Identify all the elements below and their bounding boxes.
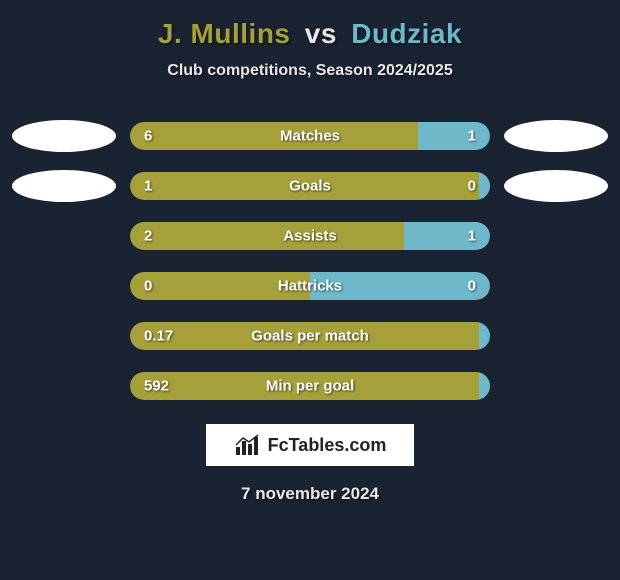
stat-rows: 6 1 Matches 1 0 Goals 2 1 Assists 0 0 Hattricks 0.17… <box>0 120 620 402</box>
player2-name: Dudziak <box>351 18 462 49</box>
stat-bar: 2 1 Assists <box>130 222 490 250</box>
bar-right-fill <box>404 222 490 250</box>
team-badge-left <box>12 120 116 152</box>
stat-value-left: 1 <box>144 178 152 195</box>
stat-row: 6 1 Matches <box>0 120 620 152</box>
bar-left-fill <box>130 222 404 250</box>
comparison-infographic: J. Mullins vs Dudziak Club competitions,… <box>0 0 620 504</box>
stat-value-right: 0 <box>468 278 476 295</box>
bar-right-fill <box>479 322 490 350</box>
stat-label: Matches <box>280 128 340 145</box>
stat-bar: 6 1 Matches <box>130 122 490 150</box>
stat-bar: 0 0 Hattricks <box>130 272 490 300</box>
player1-name: J. Mullins <box>158 18 291 49</box>
brand-badge: FcTables.com <box>206 424 414 466</box>
stat-row: 0 0 Hattricks <box>0 270 620 302</box>
team-badge-left <box>12 170 116 202</box>
stat-label: Goals <box>289 178 331 195</box>
brand-text: FcTables.com <box>268 435 387 456</box>
bar-left-fill <box>130 122 418 150</box>
brand-icon <box>234 433 262 457</box>
stat-row: 592 Min per goal <box>0 370 620 402</box>
stat-value-left: 6 <box>144 128 152 145</box>
stat-value-left: 0 <box>144 278 152 295</box>
team-badge-right <box>504 120 608 152</box>
stat-row: 0.17 Goals per match <box>0 320 620 352</box>
stat-value-right: 1 <box>468 228 476 245</box>
stat-bar: 1 0 Goals <box>130 172 490 200</box>
stat-value-left: 0.17 <box>144 328 173 345</box>
team-badge-right <box>504 170 608 202</box>
stat-value-right: 0 <box>468 178 476 195</box>
stat-value-left: 592 <box>144 378 169 395</box>
date: 7 november 2024 <box>0 484 620 504</box>
subtitle: Club competitions, Season 2024/2025 <box>0 62 620 80</box>
vs-label: vs <box>305 18 337 49</box>
stat-label: Min per goal <box>266 378 354 395</box>
stat-label: Goals per match <box>251 328 369 345</box>
stat-bar: 0.17 Goals per match <box>130 322 490 350</box>
stat-bar: 592 Min per goal <box>130 372 490 400</box>
bar-right-fill <box>418 122 490 150</box>
bar-right-fill <box>479 172 490 200</box>
stat-label: Hattricks <box>278 278 342 295</box>
stat-value-right: 1 <box>468 128 476 145</box>
stat-value-left: 2 <box>144 228 152 245</box>
stat-row: 2 1 Assists <box>0 220 620 252</box>
stat-label: Assists <box>283 228 336 245</box>
stat-row: 1 0 Goals <box>0 170 620 202</box>
title: J. Mullins vs Dudziak <box>0 18 620 50</box>
bar-right-fill <box>479 372 490 400</box>
